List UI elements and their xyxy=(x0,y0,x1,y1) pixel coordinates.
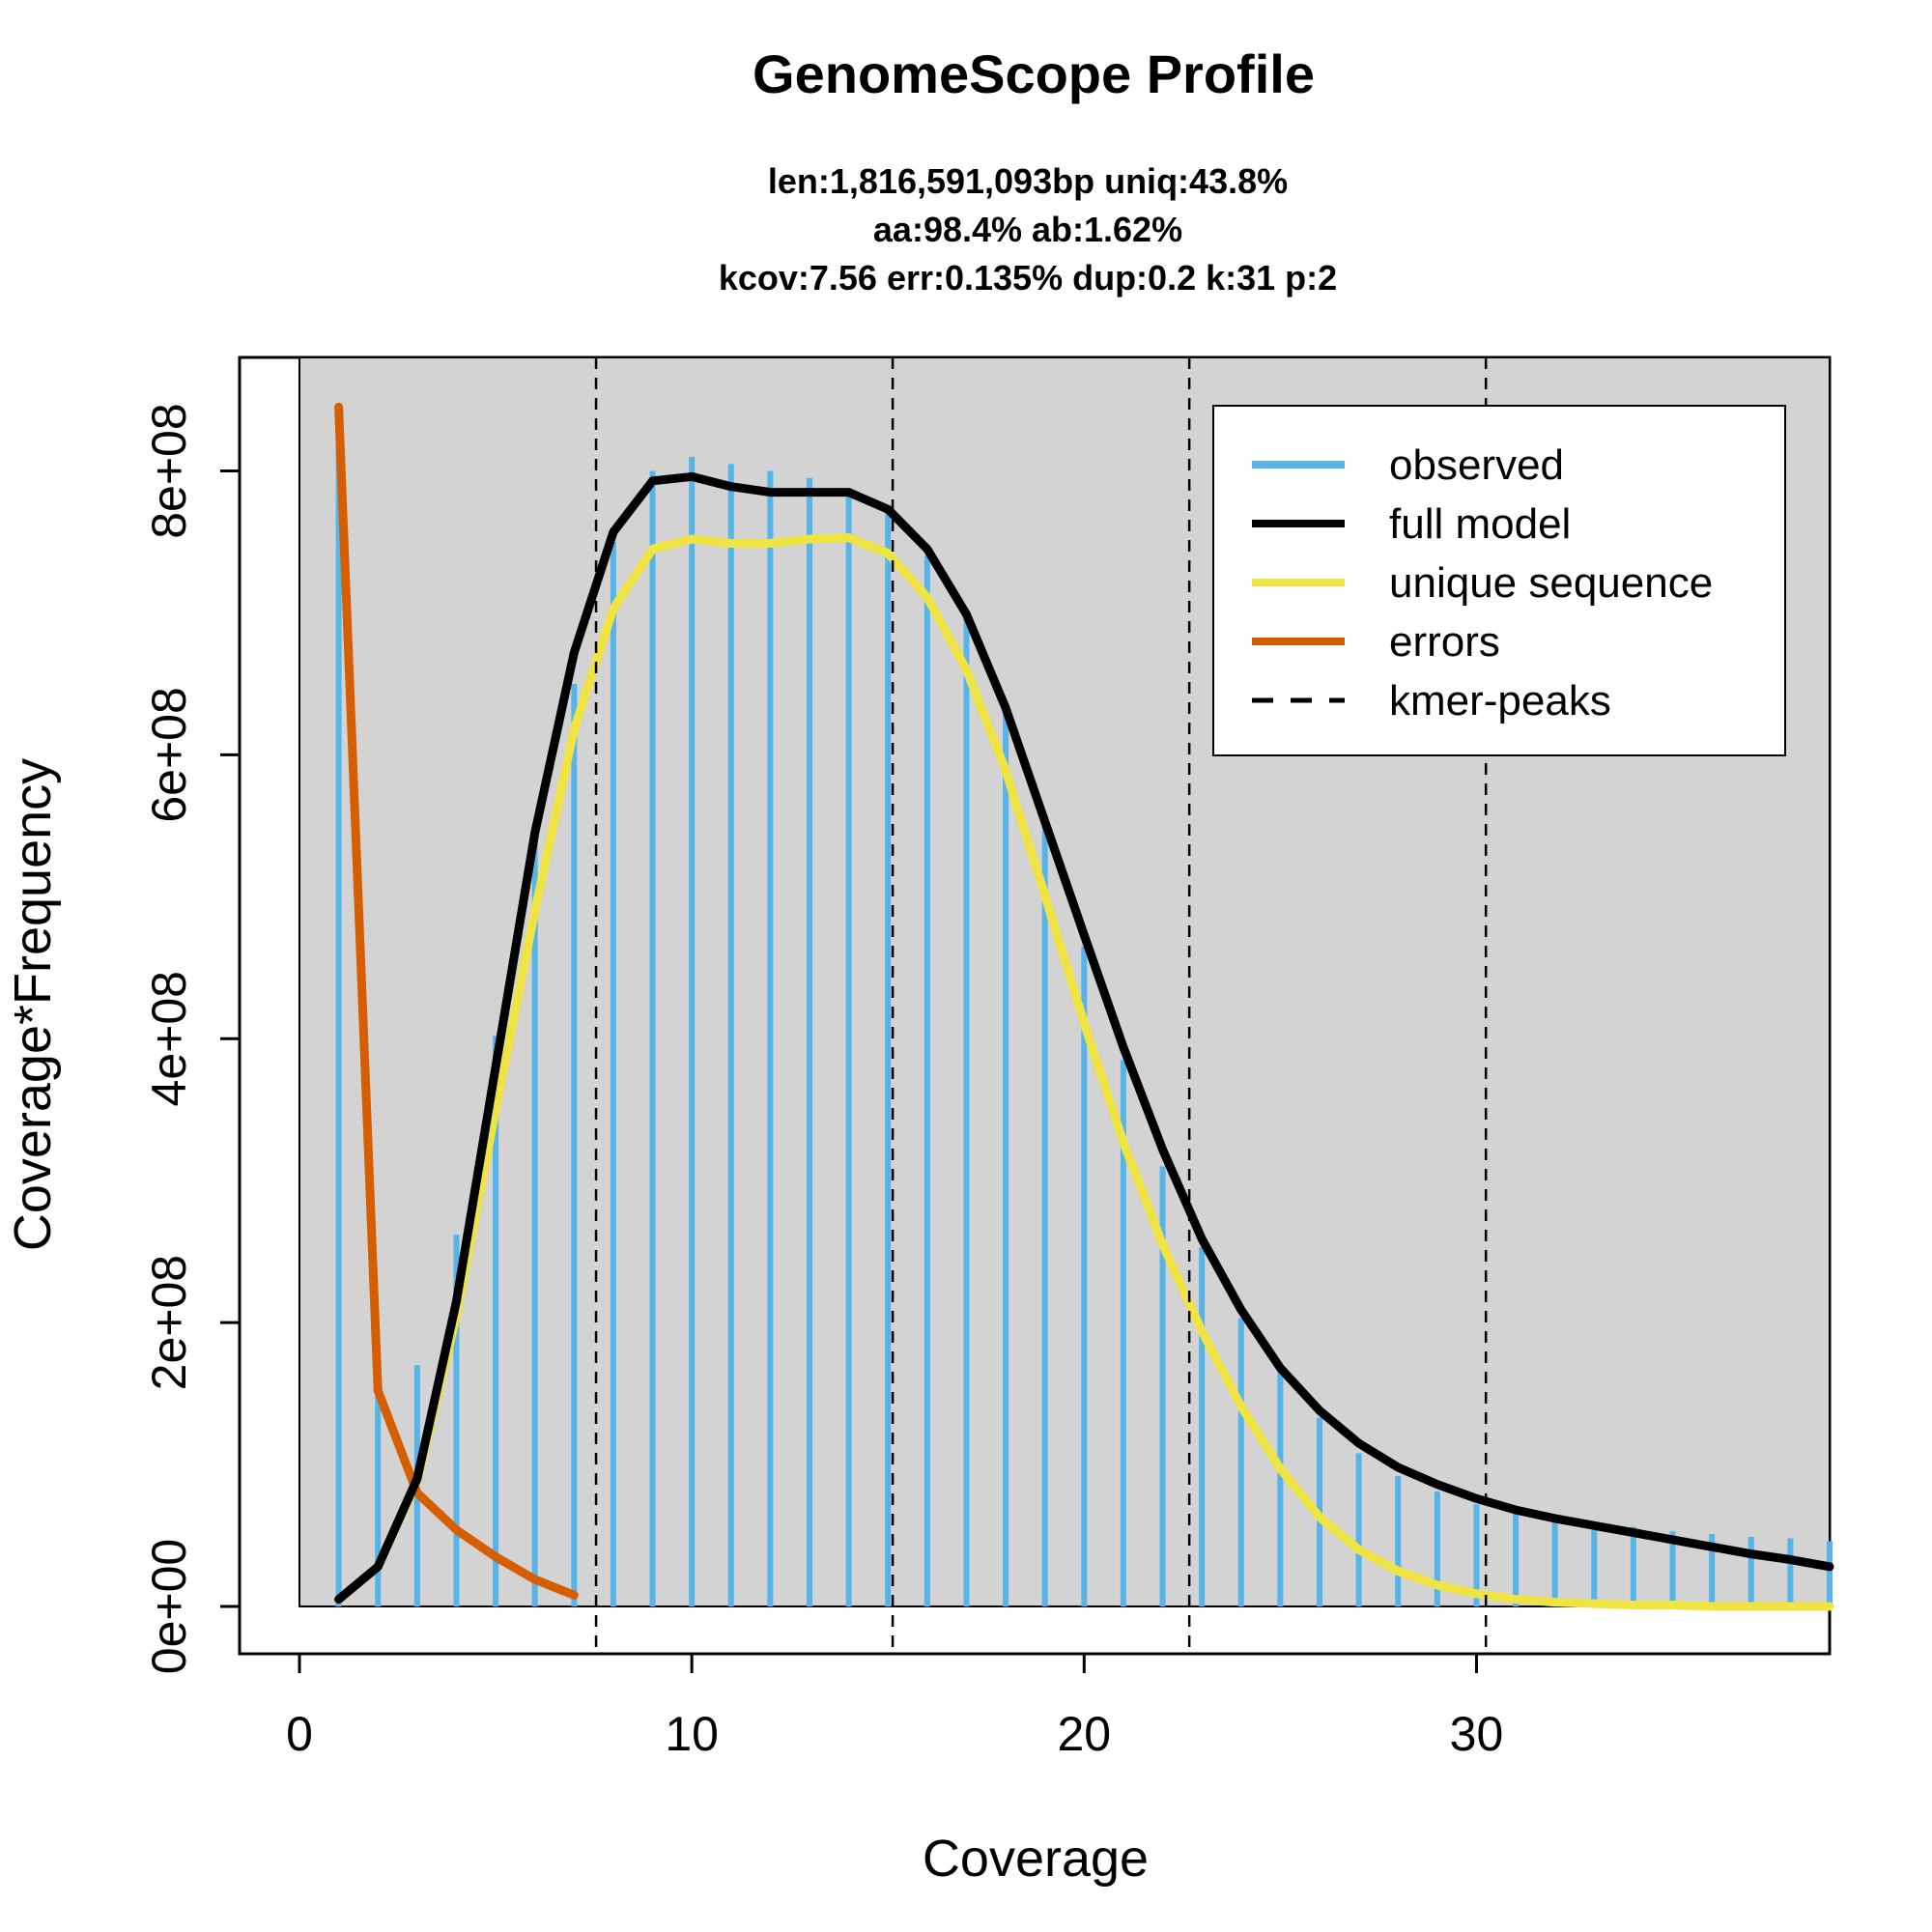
errors-line xyxy=(334,402,579,1600)
y-tick-label-3: 6e+08 xyxy=(142,687,196,822)
kmer-peak-lines xyxy=(594,357,1488,1654)
legend: observed full model unique sequence errors k… xyxy=(1212,405,1786,756)
y-axis-label: Coverage*Frequency xyxy=(4,758,62,1251)
chart-title: GenomeScope Profile xyxy=(753,43,1315,104)
legend-label-unique-sequence: unique sequence xyxy=(1389,559,1713,607)
legend-label-observed: observed xyxy=(1389,441,1564,489)
legend-label-kmer-peaks: kmer-peaks xyxy=(1389,677,1611,724)
x-tick-label-10: 10 xyxy=(665,1707,719,1761)
x-tick-label-0: 0 xyxy=(286,1707,313,1761)
subtitle-line-1: len:1,816,591,093bp uniq:43.8% xyxy=(768,161,1288,201)
y-tick-label-2: 4e+08 xyxy=(142,971,196,1106)
y-tick-label-1: 2e+08 xyxy=(142,1255,196,1390)
subtitle-line-3: kcov:7.56 err:0.135% dup:0.2 k:31 p:2 xyxy=(719,258,1337,298)
full-model-line xyxy=(334,471,1834,1605)
unique-sequence-line xyxy=(334,533,1834,1611)
y-axis: 0e+00 2e+08 4e+08 6e+08 8e+08 xyxy=(142,403,242,1674)
x-axis: 0 10 20 30 xyxy=(286,1652,1504,1761)
y-tick-label-0: 0e+00 xyxy=(142,1539,196,1674)
y-tick-label-4: 8e+08 xyxy=(142,403,196,538)
legend-label-errors: errors xyxy=(1389,618,1500,666)
x-axis-label: Coverage xyxy=(923,1830,1149,1888)
x-tick-label-30: 30 xyxy=(1450,1707,1504,1761)
model-lines xyxy=(334,402,1834,1611)
legend-label-full-model: full model xyxy=(1389,500,1571,548)
subtitle-line-2: aa:98.4% ab:1.62% xyxy=(873,210,1182,249)
x-tick-label-20: 20 xyxy=(1057,1707,1111,1761)
